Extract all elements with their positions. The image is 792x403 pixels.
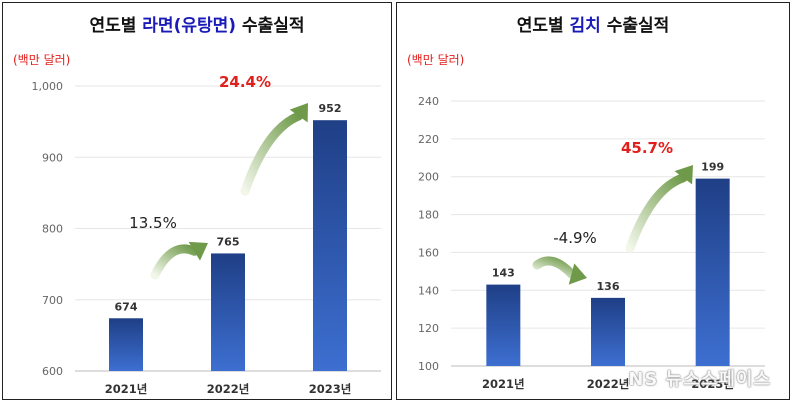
growth-rate-label: -4.9% bbox=[553, 229, 597, 247]
x-tick-label: 2021년 bbox=[482, 377, 525, 391]
y-tick-label: 1,000 bbox=[32, 80, 64, 93]
growth-rate-label: 24.4% bbox=[219, 73, 271, 91]
x-tick-label: 2023년 bbox=[309, 382, 352, 396]
x-tick-label: 2023년 bbox=[691, 377, 734, 391]
growth-arrow-shaft bbox=[532, 256, 577, 279]
data-label: 136 bbox=[597, 280, 620, 293]
growth-rate-label: 13.5% bbox=[129, 214, 177, 232]
unit-label: (백만 달러) bbox=[407, 53, 465, 67]
growth-arrow-shaft bbox=[625, 173, 688, 253]
y-tick-label: 140 bbox=[418, 284, 439, 297]
title-highlight: 라면(유탕면) bbox=[142, 16, 237, 36]
growth-arrow-head bbox=[568, 263, 587, 285]
data-label: 143 bbox=[492, 267, 515, 280]
data-label: 674 bbox=[115, 300, 138, 313]
y-tick-label: 900 bbox=[42, 151, 63, 164]
growth-arrow-head bbox=[289, 103, 308, 123]
y-tick-label: 100 bbox=[418, 360, 439, 373]
title-prefix: 연도별 bbox=[516, 16, 570, 36]
y-tick-label: 800 bbox=[42, 223, 63, 236]
bar bbox=[486, 284, 521, 366]
kimchi-export-chart: 100 120 140 160 180 200 220 240 143 2021년 136 2022년… bbox=[418, 95, 765, 391]
title-suffix: 수출실적 bbox=[600, 16, 670, 36]
ramen-export-chart: 600 700 800 900 1,000 674 2021년 765 2022년 952 2023… bbox=[32, 73, 381, 396]
y-tick-label: 160 bbox=[418, 246, 439, 259]
watermark-logo: NS 뉴스스페이스 bbox=[628, 369, 771, 390]
bar bbox=[313, 120, 347, 371]
title-highlight: 김치 bbox=[569, 16, 601, 36]
title-prefix: 연도별 bbox=[89, 16, 143, 36]
x-tick-label: 2022년 bbox=[587, 377, 630, 391]
data-label: 765 bbox=[217, 235, 240, 248]
chart-panel-ramen: 연도별 라면(유탕면) 수출실적 (백만 달러) 600 700 800 900 1,0… bbox=[2, 2, 392, 400]
y-tick-label: 120 bbox=[418, 322, 439, 335]
x-tick-label: 2022년 bbox=[207, 382, 250, 396]
bar bbox=[211, 253, 245, 371]
y-tick-label: 200 bbox=[418, 171, 439, 184]
y-tick-label: 600 bbox=[42, 365, 63, 378]
growth-rate-label: 45.7% bbox=[621, 139, 673, 157]
y-tick-label: 240 bbox=[418, 95, 439, 108]
x-tick-label: 2021년 bbox=[105, 382, 148, 396]
growth-arrow-head bbox=[188, 241, 208, 261]
chart-panel-kimchi: 연도별 김치 수출실적 (백만 달러) 100 120 140 160 180 200 22… bbox=[396, 2, 790, 400]
data-label: 199 bbox=[701, 161, 724, 174]
data-label: 952 bbox=[319, 102, 342, 115]
bar bbox=[591, 297, 625, 366]
growth-arrow-shaft bbox=[240, 111, 304, 196]
y-tick-label: 180 bbox=[418, 209, 439, 222]
bar bbox=[695, 178, 730, 366]
y-tick-label: 700 bbox=[42, 294, 63, 307]
growth-arrow-head bbox=[674, 165, 693, 185]
unit-label: (백만 달러) bbox=[13, 53, 71, 67]
chart-title: 연도별 김치 수출실적 bbox=[397, 11, 789, 36]
title-suffix: 수출실적 bbox=[236, 16, 305, 36]
growth-arrow-shaft bbox=[150, 244, 199, 280]
chart-title: 연도별 라면(유탕면) 수출실적 bbox=[3, 11, 391, 36]
bar bbox=[109, 318, 143, 371]
y-tick-label: 220 bbox=[418, 133, 439, 146]
